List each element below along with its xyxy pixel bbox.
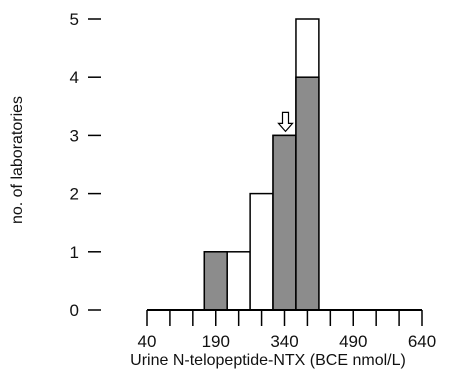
y-tick-label-1: 1: [70, 243, 79, 262]
y-tick-label-2: 2: [70, 185, 79, 204]
y-tick-label-4: 4: [70, 68, 79, 87]
x-tick-label-2: 340: [270, 332, 298, 351]
y-tick-label-0: 0: [70, 301, 79, 320]
bar-filled-0: [203, 251, 228, 311]
bar-total-2: [249, 192, 274, 311]
x-tick-label-1: 190: [202, 332, 230, 351]
y-tick-label-5: 5: [70, 10, 79, 29]
x-tick-label-0: 40: [138, 332, 157, 351]
x-axis-title: Urine N-telopeptide-NTX (BCE nmol/L): [130, 352, 406, 369]
bar-filled-4: [295, 76, 320, 311]
y-tick-label-3: 3: [70, 126, 79, 145]
down-arrow-marker: [277, 111, 294, 133]
bar-total-1: [226, 251, 251, 311]
x-tick-label-4: 640: [408, 332, 436, 351]
y-axis-title: no. of laboratories: [9, 96, 26, 224]
bar-filled-3: [272, 134, 297, 311]
x-tick-label-3: 490: [339, 332, 367, 351]
